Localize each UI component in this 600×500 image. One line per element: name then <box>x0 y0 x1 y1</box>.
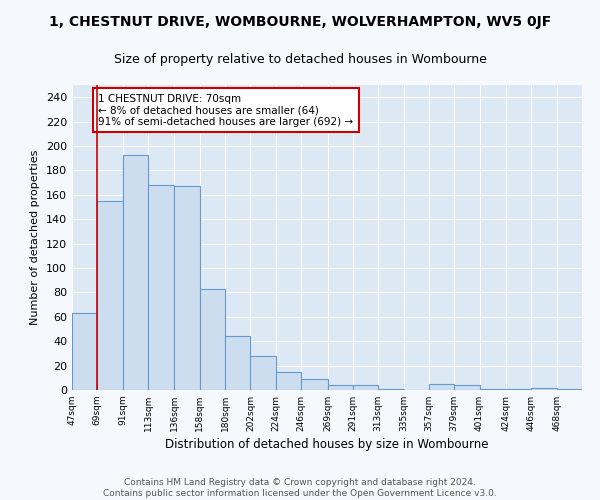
Bar <box>148 185 175 390</box>
Bar <box>557 389 582 390</box>
Bar <box>506 389 532 390</box>
Bar <box>429 384 454 390</box>
Bar <box>532 388 557 390</box>
Text: Contains HM Land Registry data © Crown copyright and database right 2024.
Contai: Contains HM Land Registry data © Crown c… <box>103 478 497 498</box>
Text: 1 CHESTNUT DRIVE: 70sqm
← 8% of detached houses are smaller (64)
91% of semi-det: 1 CHESTNUT DRIVE: 70sqm ← 8% of detached… <box>98 94 353 126</box>
Bar <box>454 385 479 390</box>
Text: Size of property relative to detached houses in Wombourne: Size of property relative to detached ho… <box>113 52 487 66</box>
Bar <box>479 389 506 390</box>
Bar <box>72 313 97 390</box>
X-axis label: Distribution of detached houses by size in Wombourne: Distribution of detached houses by size … <box>165 438 489 451</box>
Bar <box>301 379 328 390</box>
Bar <box>225 336 250 390</box>
Bar <box>250 356 276 390</box>
Bar <box>353 385 378 390</box>
Bar <box>97 201 122 390</box>
Bar <box>378 389 404 390</box>
Bar <box>175 186 200 390</box>
Text: 1, CHESTNUT DRIVE, WOMBOURNE, WOLVERHAMPTON, WV5 0JF: 1, CHESTNUT DRIVE, WOMBOURNE, WOLVERHAMP… <box>49 15 551 29</box>
Y-axis label: Number of detached properties: Number of detached properties <box>31 150 40 325</box>
Bar <box>276 372 301 390</box>
Bar <box>122 154 148 390</box>
Bar <box>200 288 225 390</box>
Bar <box>328 385 353 390</box>
